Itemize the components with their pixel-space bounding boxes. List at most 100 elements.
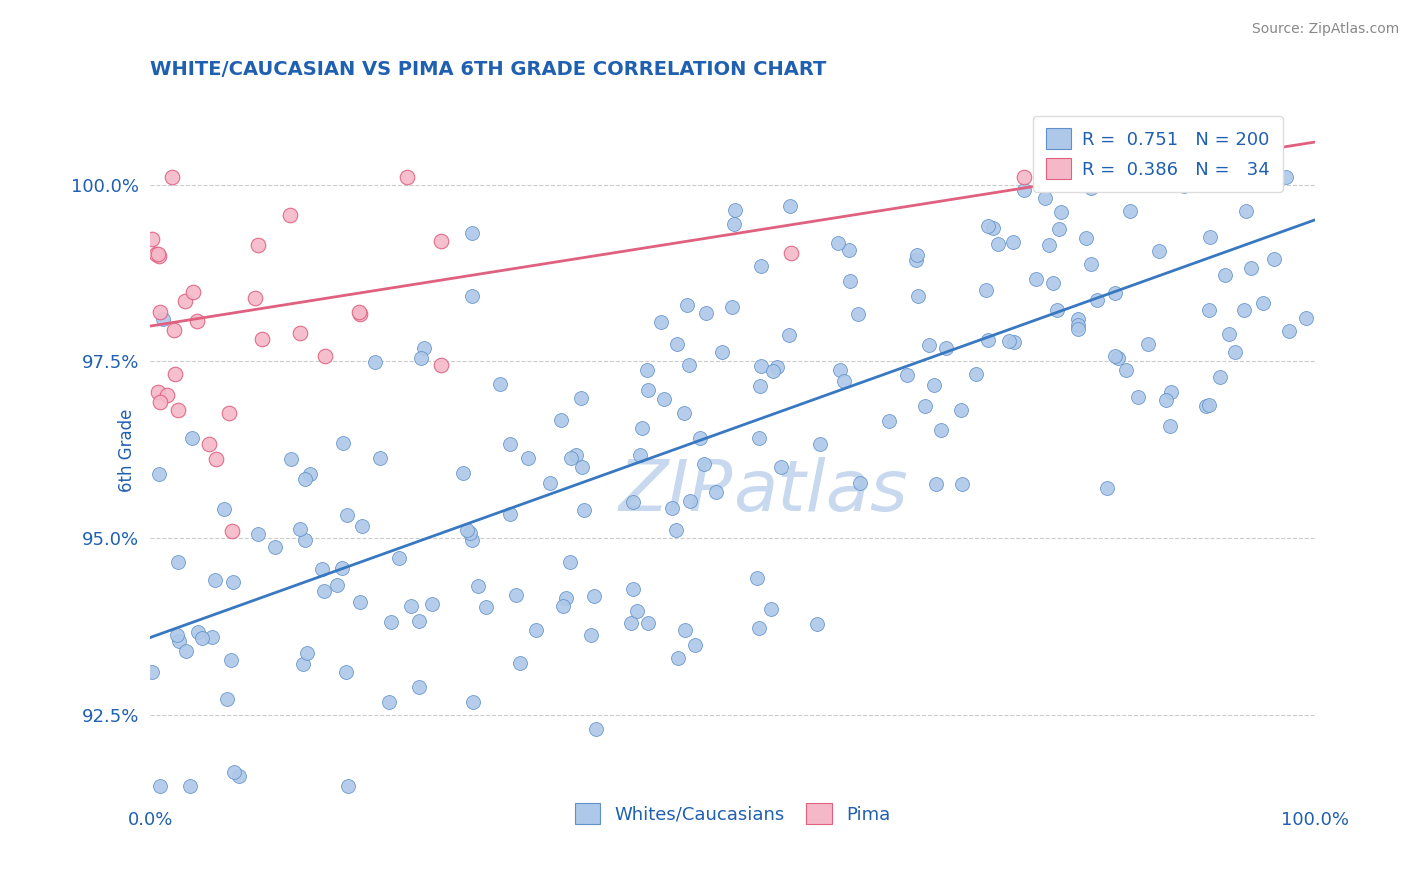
Point <box>654 392 676 406</box>
Point <box>420 597 443 611</box>
Point <box>838 274 860 288</box>
Point <box>1234 203 1257 218</box>
Point <box>388 551 411 566</box>
Point <box>1038 238 1060 252</box>
Point <box>832 374 855 388</box>
Point <box>1067 318 1090 332</box>
Point <box>693 457 716 471</box>
Point <box>846 307 869 321</box>
Point <box>1104 285 1126 300</box>
Point <box>166 403 188 417</box>
Point <box>565 448 588 462</box>
Point <box>430 235 453 249</box>
Point <box>918 338 941 352</box>
Point <box>204 452 226 467</box>
Point <box>430 358 453 372</box>
Point <box>1137 337 1160 351</box>
Point <box>330 560 353 574</box>
Point <box>499 507 522 521</box>
Point <box>179 779 201 793</box>
Point <box>349 305 371 319</box>
Point <box>517 451 540 466</box>
Point <box>1233 302 1256 317</box>
Point <box>1080 257 1102 271</box>
Point <box>974 283 997 297</box>
Point <box>146 385 169 400</box>
Point <box>749 359 772 374</box>
Point <box>704 484 727 499</box>
Point <box>221 524 243 538</box>
Point <box>149 395 172 409</box>
Point <box>149 305 172 319</box>
Point <box>582 589 605 603</box>
Point <box>228 769 250 783</box>
Point <box>710 345 733 359</box>
Point <box>745 571 768 585</box>
Point <box>538 476 561 491</box>
Point <box>1156 393 1178 408</box>
Point <box>174 293 197 308</box>
Point <box>808 437 831 451</box>
Point <box>675 298 697 312</box>
Point <box>201 630 224 644</box>
Point <box>280 451 302 466</box>
Point <box>935 341 957 355</box>
Point <box>1278 324 1301 338</box>
Point <box>769 459 792 474</box>
Point <box>1223 344 1246 359</box>
Point <box>187 625 209 640</box>
Point <box>981 220 1004 235</box>
Point <box>1012 183 1035 197</box>
Point <box>1045 303 1067 318</box>
Point <box>1123 170 1146 185</box>
Text: ZIP: ZIP <box>619 458 733 526</box>
Point <box>141 665 163 679</box>
Point <box>349 307 371 321</box>
Point <box>222 575 245 590</box>
Point <box>169 634 191 648</box>
Point <box>914 399 936 413</box>
Point <box>1213 268 1236 282</box>
Point <box>146 246 169 260</box>
Point <box>1085 293 1108 307</box>
Point <box>1076 231 1098 245</box>
Point <box>579 628 602 642</box>
Point <box>246 527 269 541</box>
Point <box>1147 244 1170 259</box>
Point <box>620 616 643 631</box>
Point <box>186 314 208 328</box>
Point <box>509 656 531 670</box>
Point <box>560 451 582 466</box>
Point <box>751 259 773 273</box>
Point <box>661 500 683 515</box>
Point <box>263 540 285 554</box>
Point <box>1257 170 1279 185</box>
Point <box>673 406 696 420</box>
Point <box>748 379 770 393</box>
Point <box>314 584 336 599</box>
Point <box>683 639 706 653</box>
Point <box>678 359 700 373</box>
Point <box>243 291 266 305</box>
Point <box>628 448 651 462</box>
Point <box>278 208 301 222</box>
Point <box>877 414 900 428</box>
Point <box>288 522 311 536</box>
Point <box>456 523 478 537</box>
Point <box>145 247 167 261</box>
Point <box>411 351 433 366</box>
Point <box>1199 170 1222 185</box>
Point <box>759 602 782 616</box>
Legend: Whites/Caucasians, Pima: Whites/Caucasians, Pima <box>565 794 900 833</box>
Point <box>572 503 595 517</box>
Point <box>637 616 659 631</box>
Y-axis label: 6th Grade: 6th Grade <box>118 409 136 491</box>
Point <box>224 764 246 779</box>
Point <box>294 533 316 547</box>
Point <box>219 653 242 667</box>
Point <box>827 236 849 251</box>
Point <box>950 476 973 491</box>
Text: WHITE/CAUCASIAN VS PIMA 6TH GRADE CORRELATION CHART: WHITE/CAUCASIAN VS PIMA 6TH GRADE CORREL… <box>150 60 827 78</box>
Point <box>141 232 163 246</box>
Point <box>166 628 188 642</box>
